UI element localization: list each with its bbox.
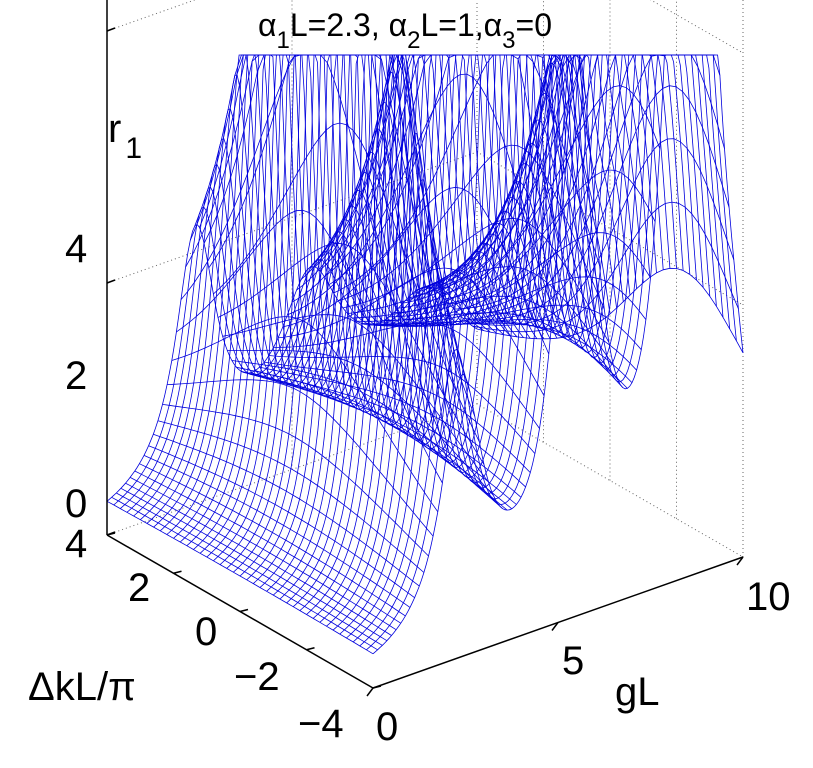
y-tick-label: −4: [298, 702, 344, 746]
axes: [106, 0, 744, 697]
y-tick-label: 4: [65, 522, 87, 566]
mesh-line: [226, 54, 598, 569]
mesh-line: [213, 54, 584, 562]
mesh-line: [206, 54, 578, 558]
mesh-line: [166, 54, 538, 535]
z-tick-mark: [106, 531, 116, 536]
mesh-line: [134, 470, 402, 624]
mesh-line: [159, 54, 531, 532]
mesh-line: [233, 54, 604, 573]
y-tick-mark: [239, 608, 249, 613]
y-tick-label: −2: [234, 655, 280, 699]
x-tick-mark: [366, 687, 374, 697]
mesh-line: [372, 54, 744, 655]
x-tick-label: 10: [746, 575, 791, 619]
z-tick-label: 4: [65, 227, 87, 271]
y-tick-label: 0: [195, 610, 217, 654]
mesh-line: [143, 455, 411, 608]
x-tick-label: 0: [376, 705, 398, 749]
mesh-line: [106, 223, 478, 502]
mesh-line: [116, 492, 383, 646]
mesh-line: [126, 164, 498, 513]
x-tick-label: 5: [562, 639, 584, 683]
z-tick-mark: [106, 27, 116, 32]
mesh-line: [120, 186, 491, 509]
mesh-line: [193, 54, 564, 550]
x-axis-label: gL: [615, 670, 660, 714]
mesh-line: [199, 54, 571, 554]
z-tick-label: 2: [65, 354, 87, 398]
chart-title: α1L=2.3, α2L=1,α3=0: [258, 7, 552, 54]
y-tick-mark: [173, 570, 182, 574]
mesh-line: [299, 54, 671, 611]
grid-lines: [106, 0, 744, 558]
y-axis-label: ΔkL/π: [28, 665, 136, 709]
y-tick-label: 2: [128, 566, 150, 610]
mesh-line: [133, 138, 504, 517]
mesh-line: [186, 54, 558, 547]
mesh-line: [113, 206, 484, 506]
z-tick-mark: [106, 279, 116, 284]
y-tick-mark: [372, 685, 382, 689]
mesh-line: [179, 54, 551, 543]
y-tick-mark: [306, 647, 315, 651]
x-tick-mark: [736, 556, 744, 566]
mesh-line: [162, 404, 429, 557]
mesh-line: [219, 54, 591, 565]
surface-mesh: [106, 54, 744, 655]
x-tick-mark: [551, 622, 559, 631]
mesh-line: [129, 477, 397, 631]
z-tick-label: 0: [65, 482, 87, 526]
mesh-line: [148, 445, 415, 599]
